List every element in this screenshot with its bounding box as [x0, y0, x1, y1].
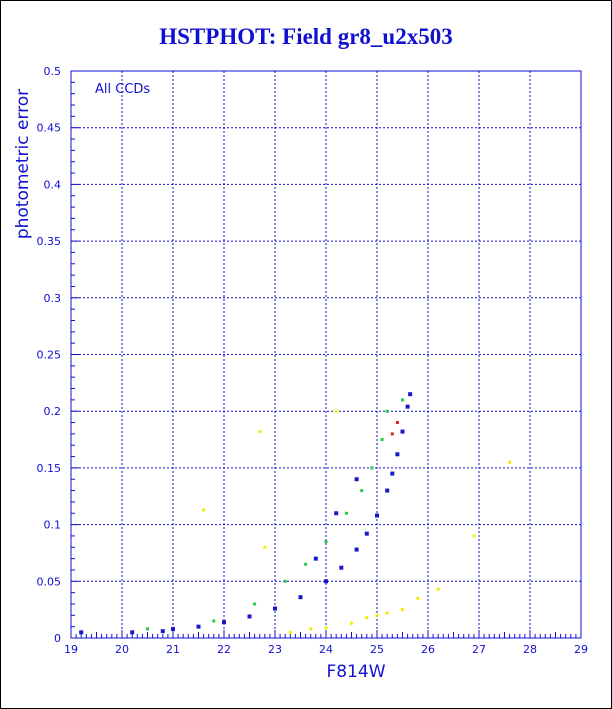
all-ccds-annotation: All CCDs — [95, 82, 150, 97]
y-tick-label: 0.4 — [44, 178, 62, 191]
green-data-point — [344, 511, 348, 515]
yellow-data-point — [436, 587, 440, 591]
blue-data-point — [339, 565, 344, 570]
x-tick-label: 27 — [472, 643, 486, 656]
yellow-data-point — [202, 508, 206, 512]
y-tick-label: 0.05 — [37, 575, 62, 588]
data-points — [79, 392, 512, 635]
x-tick-label: 19 — [64, 643, 78, 656]
x-tick-label: 20 — [115, 643, 129, 656]
blue-data-point — [130, 630, 135, 635]
blue-data-point — [354, 477, 359, 482]
blue-data-point — [408, 392, 413, 397]
x-tick-label: 24 — [319, 643, 333, 656]
blue-data-point — [273, 606, 277, 611]
green-data-point — [212, 619, 216, 623]
green-data-point — [380, 438, 384, 442]
yellow-data-point — [350, 621, 353, 625]
blue-data-point — [171, 626, 175, 631]
x-tick-label: 21 — [166, 643, 180, 656]
blue-data-point — [222, 620, 226, 625]
y-tick-label: 0.5 — [44, 65, 62, 78]
yellow-data-point — [324, 626, 328, 630]
yellow-data-point — [472, 534, 476, 538]
yellow-data-point — [258, 430, 262, 434]
yellow-data-point — [263, 545, 267, 549]
blue-data-point — [160, 629, 165, 634]
green-data-point — [360, 489, 364, 493]
x-tick-label: 23 — [268, 643, 282, 656]
blue-data-point — [385, 488, 390, 493]
x-tick-label: 29 — [574, 643, 588, 656]
green-data-point — [253, 602, 257, 606]
blue-data-point — [334, 511, 339, 516]
green-data-point — [401, 398, 404, 402]
x-axis-label: F814W — [326, 662, 385, 682]
x-tick-label: 25 — [370, 643, 384, 656]
blue-data-point — [324, 579, 328, 584]
green-data-point — [283, 579, 287, 583]
x-tick-label: 28 — [523, 643, 537, 656]
blue-data-point — [375, 513, 379, 518]
yellow-data-point — [385, 611, 389, 615]
x-tick-label: 26 — [421, 643, 435, 656]
y-tick-label: 0.15 — [37, 462, 62, 475]
blue-data-point — [354, 547, 359, 552]
green-data-point — [324, 540, 328, 544]
green-data-point — [370, 466, 374, 470]
green-data-point — [146, 627, 149, 631]
blue-data-point — [395, 452, 400, 457]
yellow-data-point — [401, 608, 404, 612]
grid-lines — [71, 71, 581, 638]
yellow-data-point — [288, 630, 292, 634]
yellow-data-point — [365, 616, 369, 620]
red-data-point — [390, 432, 394, 436]
chart-title: HSTPHOT: Field gr8_u2x503 — [159, 24, 453, 49]
green-data-point — [304, 562, 308, 566]
green-data-point — [385, 409, 389, 413]
y-tick-label: 0.45 — [37, 122, 62, 135]
blue-data-point — [298, 595, 303, 600]
y-tick-label: 0 — [54, 632, 61, 645]
blue-data-point — [247, 614, 252, 619]
y-tick-label: 0.1 — [44, 519, 62, 532]
blue-data-point — [79, 630, 84, 635]
yellow-data-point — [309, 627, 313, 631]
blue-data-point — [390, 471, 395, 476]
yellow-data-point — [375, 613, 379, 617]
x-tick-label: 22 — [217, 643, 231, 656]
y-tick-label: 0.35 — [37, 235, 62, 248]
yellow-data-point — [416, 596, 420, 600]
blue-data-point — [400, 429, 405, 434]
y-tick-label: 0.25 — [37, 349, 62, 362]
y-axis-ticks: 0 0.05 0.1 0.15 0.2 0.25 0.3 0.35 0.4 0.45 0.5 — [37, 65, 79, 645]
blue-data-point — [196, 624, 201, 629]
y-tick-label: 0.2 — [44, 405, 62, 418]
x-axis-ticks: 19 20 21 22 23 24 25 26 27 28 29 — [64, 630, 588, 656]
y-tick-label: 0.3 — [44, 292, 62, 305]
red-data-point — [395, 421, 399, 425]
blue-data-point — [364, 531, 369, 536]
blue-data-point — [405, 404, 410, 409]
yellow-data-point — [334, 409, 338, 413]
yellow-data-point — [508, 460, 512, 464]
blue-data-point — [313, 556, 318, 561]
